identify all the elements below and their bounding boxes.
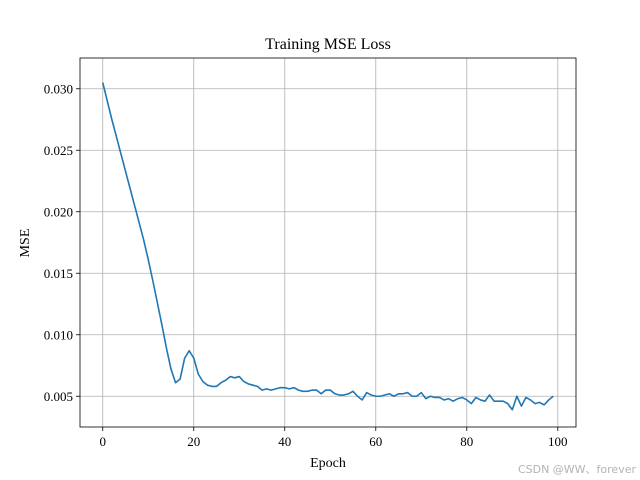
y-tick-label: 0.030 (44, 81, 73, 96)
chart-title: Training MSE Loss (265, 36, 391, 53)
x-tick-label: 20 (187, 434, 200, 449)
axis-ticks: 0 20 40 60 80 100 0.005 0.010 0.015 0.020 0.025 0.0… (44, 81, 568, 449)
y-tick-label: 0.015 (44, 266, 73, 281)
x-tick-label: 80 (460, 434, 473, 449)
x-tick-label: 60 (369, 434, 382, 449)
watermark: CSDN @WW、forever (518, 463, 637, 476)
x-tick-label: 100 (548, 434, 568, 449)
x-axis-label: Epoch (310, 456, 346, 471)
x-tick-label: 0 (100, 434, 107, 449)
y-tick-label: 0.005 (44, 389, 73, 404)
y-tick-label: 0.010 (44, 327, 73, 342)
plot-area-frame (79, 57, 577, 428)
y-tick-label: 0.025 (44, 143, 73, 158)
series-line (101, 82, 554, 411)
x-tick-label: 40 (278, 434, 291, 449)
series-layer (101, 82, 554, 411)
y-axis-label: MSE (18, 229, 33, 258)
grid-lines (80, 58, 576, 427)
y-tick-label: 0.020 (44, 204, 73, 219)
